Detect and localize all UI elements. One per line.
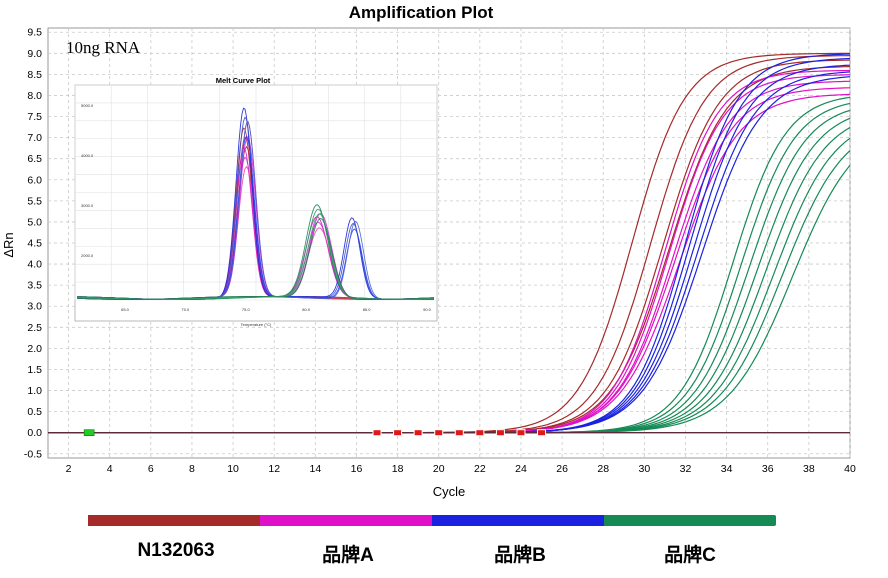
baseline-markers bbox=[83, 429, 547, 437]
inset-x-label: Temperature (°C) bbox=[241, 322, 272, 327]
y-tick-label: 7.0 bbox=[27, 132, 42, 144]
y-tick-label: 1.0 bbox=[27, 385, 42, 397]
x-tick-label: 28 bbox=[597, 463, 609, 475]
legend-bar-brand-c bbox=[604, 515, 776, 526]
x-tick-label: 38 bbox=[803, 463, 815, 475]
y-tick-label: 9.0 bbox=[27, 48, 42, 60]
baseline-end-marker bbox=[434, 429, 444, 437]
legend-label-brand-c: 品牌C bbox=[664, 545, 716, 566]
chart-title: Amplification Plot bbox=[349, 3, 494, 22]
inset-title: Melt Curve Plot bbox=[216, 76, 271, 85]
legend-bar-brand-a bbox=[260, 515, 432, 526]
inset-y-tick: 3000.0 bbox=[81, 203, 94, 208]
legend-label-n132063: N132063 bbox=[137, 540, 215, 561]
legend-bar-brand-b bbox=[432, 515, 604, 526]
x-tick-label: 22 bbox=[474, 463, 486, 475]
x-tick-label: 12 bbox=[268, 463, 280, 475]
inset-x-tick: 75.0 bbox=[242, 307, 251, 312]
inset-y-tick: 4000.0 bbox=[81, 153, 94, 158]
legend-bar-n132063 bbox=[88, 515, 260, 526]
y-tick-label: 2.0 bbox=[27, 343, 42, 355]
baseline-end-marker bbox=[537, 429, 547, 437]
x-tick-label: 16 bbox=[351, 463, 363, 475]
baseline-end-marker bbox=[516, 429, 526, 437]
x-tick-label: 34 bbox=[721, 463, 733, 475]
x-tick-label: 30 bbox=[639, 463, 651, 475]
x-tick-label: 32 bbox=[680, 463, 692, 475]
x-tick-label: 10 bbox=[227, 463, 239, 475]
inset-y-tick: 2000.0 bbox=[81, 253, 94, 258]
amplification-curves bbox=[48, 52, 851, 434]
melt-curve-inset: Melt Curve Plot 65.0 70.0 75.0 80.0 85.0 90.0… bbox=[74, 76, 438, 327]
x-tick-label: 6 bbox=[148, 463, 154, 475]
melt-curve bbox=[76, 218, 435, 300]
x-tick-label: 40 bbox=[844, 463, 856, 475]
y-tick-label: 4.0 bbox=[27, 259, 42, 271]
legend-label-brand-a: 品牌A bbox=[322, 545, 374, 566]
y-tick-label: 6.0 bbox=[27, 174, 42, 186]
y-tick-label: 5.0 bbox=[27, 216, 42, 228]
inset-gridlines bbox=[74, 84, 438, 301]
inset-y-tick: 5000.0 bbox=[81, 103, 94, 108]
melt-curves bbox=[76, 107, 435, 300]
y-tick-label: 5.5 bbox=[27, 195, 42, 207]
baseline-end-marker bbox=[413, 429, 423, 437]
y-axis-ticks: -0.5 0.0 0.5 1.0 1.5 2.0 2.5 3.0 3.5 4.0 4.5 5.0 5.5… bbox=[24, 27, 42, 461]
y-tick-label: 3.5 bbox=[27, 280, 42, 292]
y-axis-label: ΔRn bbox=[1, 232, 16, 257]
x-tick-label: 20 bbox=[433, 463, 445, 475]
inset-x-tick: 70.0 bbox=[182, 307, 191, 312]
baseline-end-marker bbox=[495, 429, 505, 437]
y-tick-label: -0.5 bbox=[24, 448, 42, 460]
inset-x-tick: 90.0 bbox=[423, 307, 432, 312]
x-axis-ticks: 2 4 6 8 10 12 14 16 18 20 22 24 26 28 30 32 34 36 38 40 bbox=[66, 463, 856, 475]
baseline-end-marker bbox=[372, 429, 382, 437]
inset-x-ticks: 65.0 70.0 75.0 80.0 85.0 90.0 bbox=[121, 307, 432, 312]
baseline-start-marker bbox=[83, 429, 95, 437]
x-tick-label: 36 bbox=[762, 463, 774, 475]
y-tick-label: 4.5 bbox=[27, 238, 42, 250]
y-tick-label: 8.0 bbox=[27, 90, 42, 102]
inset-y-ticks: 5000.0 4000.0 3000.0 2000.0 bbox=[81, 103, 94, 258]
baseline-end-marker bbox=[454, 429, 464, 437]
baseline-end-marker bbox=[393, 429, 403, 437]
y-tick-label: 9.5 bbox=[27, 27, 42, 39]
y-tick-label: 3.0 bbox=[27, 301, 42, 313]
y-tick-label: 7.5 bbox=[27, 111, 42, 123]
x-tick-label: 14 bbox=[309, 463, 321, 475]
baseline-end-marker bbox=[475, 429, 485, 437]
y-tick-label: 8.5 bbox=[27, 69, 42, 81]
melt-curve bbox=[77, 204, 434, 300]
inset-x-tick: 80.0 bbox=[302, 307, 311, 312]
legend-label-brand-b: 品牌B bbox=[494, 545, 546, 566]
x-tick-label: 2 bbox=[66, 463, 72, 475]
x-tick-label: 26 bbox=[556, 463, 568, 475]
y-tick-label: 1.5 bbox=[27, 364, 42, 376]
y-tick-label: 6.5 bbox=[27, 153, 42, 165]
sample-annotation: 10ng RNA bbox=[66, 38, 141, 57]
x-tick-label: 18 bbox=[392, 463, 404, 475]
x-tick-label: 4 bbox=[107, 463, 113, 475]
y-tick-label: 0.0 bbox=[27, 427, 42, 439]
x-axis-label: Cycle bbox=[433, 484, 466, 499]
x-tick-label: 8 bbox=[189, 463, 195, 475]
x-tick-label: 24 bbox=[515, 463, 527, 475]
y-tick-label: 0.5 bbox=[27, 406, 42, 418]
inset-x-tick: 85.0 bbox=[363, 307, 372, 312]
inset-x-tick: 65.0 bbox=[121, 307, 130, 312]
y-tick-label: 2.5 bbox=[27, 322, 42, 334]
